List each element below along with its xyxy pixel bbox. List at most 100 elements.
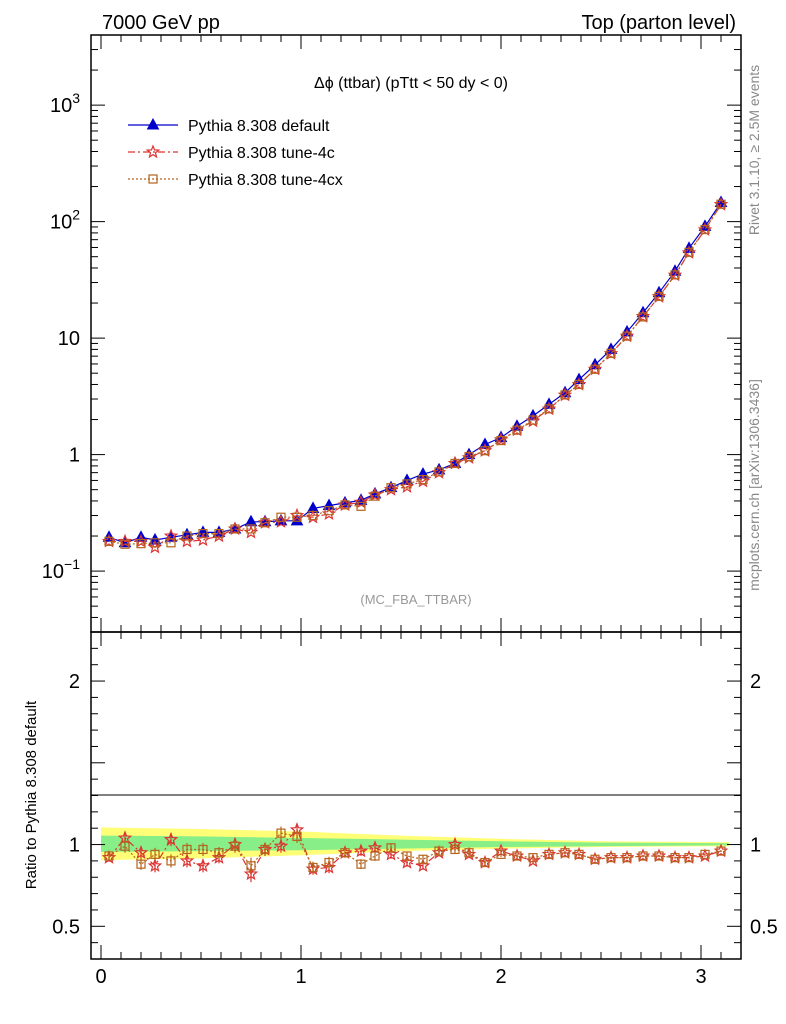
ratio-point-0-4 — [163, 831, 179, 846]
main-point-2-15 — [340, 500, 350, 510]
ratio-point-1-17 — [370, 851, 380, 861]
ratio-point-1-26 — [512, 851, 522, 861]
legend-label-2: Pythia 8.308 tune-4cx — [188, 172, 343, 189]
ratio-point-1-33 — [622, 853, 632, 863]
ratio-point-0-5 — [179, 853, 195, 868]
main-point-2-6 — [198, 528, 208, 539]
ratio-point-1-3 — [150, 849, 160, 859]
ratio-point-1-9 — [246, 861, 256, 871]
main-point-2-28 — [544, 404, 554, 414]
ratio-ytick-label-right: 1 — [750, 835, 761, 857]
ratio-point-1-32 — [606, 853, 616, 863]
ratio-point-0-17 — [367, 840, 383, 855]
ratio-series-line-1 — [108, 832, 722, 869]
ratio-point-1-30 — [574, 849, 584, 859]
main-point-2-4 — [166, 538, 176, 548]
legend-marker-1 — [145, 144, 161, 159]
ratio-point-1-12 — [292, 831, 302, 841]
main-point-2-24 — [480, 446, 490, 456]
main-point-2-0 — [104, 536, 114, 546]
main-point-2-14 — [324, 506, 334, 516]
ratio-point-1-8 — [230, 841, 240, 851]
ratio-point-1-34 — [638, 851, 648, 861]
main-point-2-1 — [120, 539, 130, 549]
main-point-2-3 — [150, 538, 160, 548]
ratio-ytick-label-right: 0.5 — [750, 916, 778, 938]
ratio-point-1-27 — [528, 853, 538, 863]
main-point-2-16 — [356, 501, 366, 511]
ratio-point-1-20 — [418, 854, 428, 864]
ratio-point-1-7 — [214, 848, 224, 858]
ratio-point-1-22 — [450, 844, 460, 855]
ratio-point-1-18 — [386, 843, 396, 853]
main-point-2-30 — [574, 379, 584, 390]
legend-label-1: Pythia 8.308 tune-4c — [188, 145, 335, 162]
legend-label-0: Pythia 8.308 default — [188, 118, 330, 135]
main-point-2-7 — [214, 528, 224, 539]
ratio-point-0-18 — [383, 846, 399, 861]
main-point-2-2 — [136, 539, 146, 549]
ratio-point-0-2 — [133, 845, 149, 859]
ratio-point-1-16 — [356, 859, 366, 869]
main-point-2-10 — [260, 518, 270, 528]
main-series-line-0 — [108, 202, 722, 544]
ratio-point-0-9 — [243, 866, 259, 881]
ratio-panel: 0.5 0.5 1 1 2 2 0 1 2 3 Ratio to Pythia 8.308 de… — [23, 631, 778, 988]
main-point-2-22 — [450, 458, 460, 469]
ratio-point-1-21 — [434, 846, 444, 856]
ratio-point-1-37 — [684, 853, 694, 863]
main-point-2-13 — [308, 510, 318, 521]
ratio-point-1-24 — [480, 857, 490, 868]
main-point-0-21 — [432, 462, 446, 475]
main-point-2-27 — [528, 415, 538, 425]
ratio-point-1-39 — [716, 846, 726, 856]
main-point-2-33 — [622, 331, 632, 341]
main-point-2-23 — [464, 452, 474, 462]
legend: Pythia 8.308 default Pythia 8.308 tune-4c… — [128, 117, 343, 189]
main-series-line-1 — [109, 204, 722, 548]
main-point-2-29 — [560, 390, 570, 400]
ratio-point-1-19 — [402, 851, 412, 861]
main-ytick-label: 10 — [58, 328, 80, 350]
mcplots-label: mcplots.cern.ch [arXiv:1306.3436] — [746, 379, 762, 591]
legend-marker-0 — [146, 117, 160, 130]
ratio-point-0-19 — [399, 854, 415, 869]
header-right: Top (parton level) — [581, 12, 736, 34]
ratio-point-0-16 — [353, 843, 369, 858]
ratio-point-1-31 — [590, 854, 600, 864]
ratio-point-1-15 — [340, 848, 350, 858]
main-ytick-label: 103 — [50, 90, 80, 117]
main-point-2-9 — [246, 524, 256, 534]
main-point-2-25 — [496, 435, 506, 446]
main-point-2-32 — [606, 348, 616, 358]
ratio-point-0-11 — [273, 838, 289, 853]
ratio-point-1-0 — [104, 851, 114, 861]
main-point-2-19 — [402, 479, 412, 489]
ratio-xtick-label: 1 — [295, 966, 306, 988]
ratio-point-1-14 — [324, 857, 334, 868]
main-point-2-39 — [716, 199, 726, 209]
ratio-point-0-6 — [195, 858, 211, 873]
ratio-point-0-3 — [147, 858, 163, 873]
ratio-ylabel: Ratio to Pythia 8.308 default — [23, 700, 40, 889]
ratio-xtick-label: 3 — [695, 966, 706, 988]
ratio-xtick-label: 0 — [95, 966, 106, 988]
main-point-2-12 — [292, 512, 302, 522]
ratio-point-1-13 — [308, 862, 318, 873]
ratio-xtick-label: 2 — [495, 966, 506, 988]
main-point-1-16 — [353, 494, 369, 509]
main-point-0-29 — [558, 385, 572, 398]
main-point-2-34 — [638, 312, 648, 322]
main-ytick-label: 102 — [50, 207, 80, 234]
ratio-point-1-38 — [700, 849, 710, 859]
rivet-label: Rivet 3.1.10, ≥ 2.5M events — [746, 65, 762, 235]
ratio-band-green — [101, 835, 729, 852]
main-point-2-20 — [418, 475, 428, 485]
ratio-point-1-25 — [496, 849, 506, 859]
ratio-point-1-28 — [544, 849, 554, 859]
ratio-ytick-label: 0.5 — [52, 916, 80, 938]
main-point-2-5 — [182, 531, 192, 541]
main-ytick-label: 10−1 — [42, 556, 80, 583]
ratio-ytick-label: 2 — [69, 671, 80, 693]
